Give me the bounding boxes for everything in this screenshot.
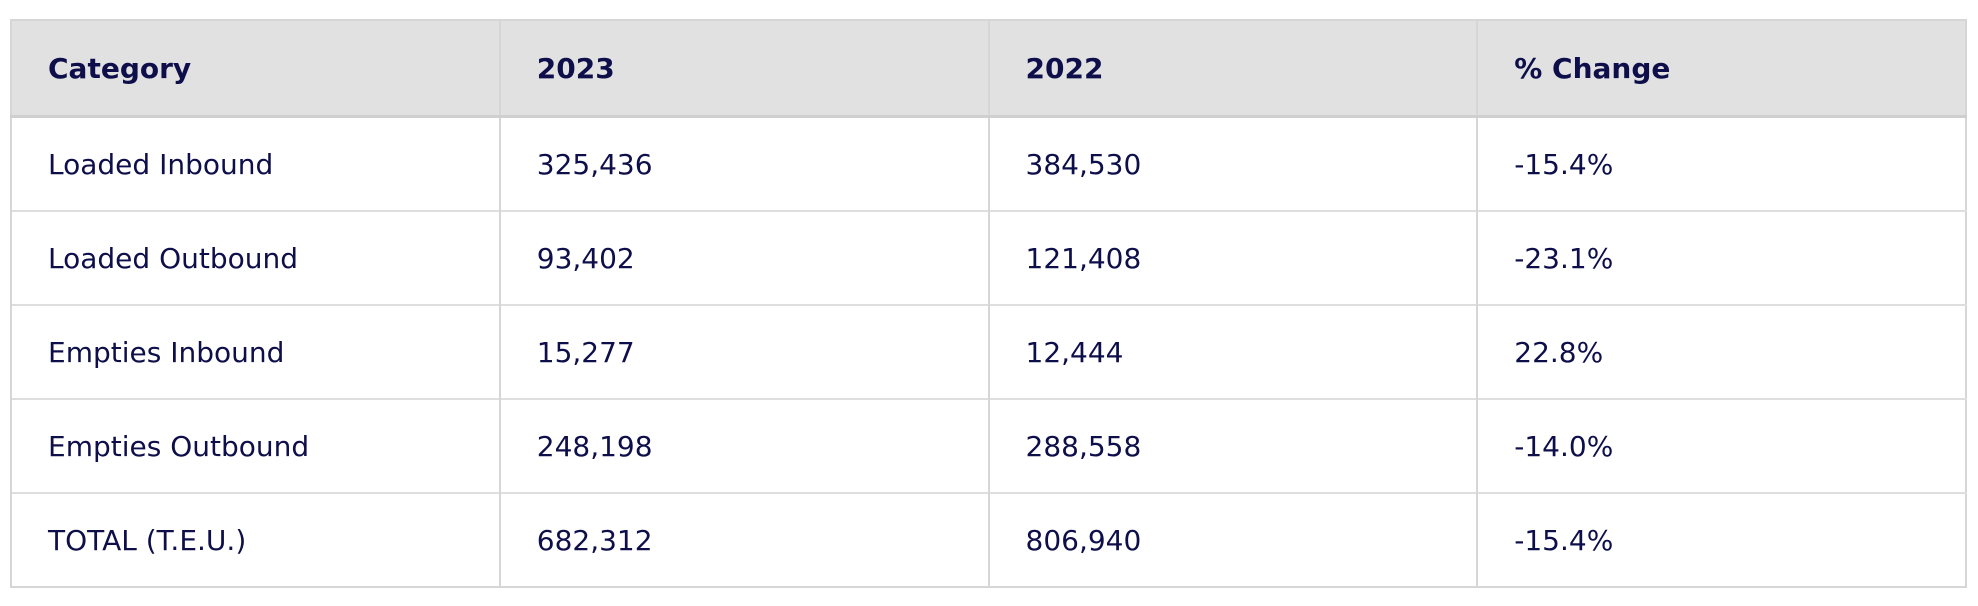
header-cell: 2022	[987, 20, 1478, 118]
table-cell: -14.0%	[1476, 398, 1966, 493]
table-cell: Loaded Inbound	[10, 115, 500, 211]
table-cell: 121,408	[987, 210, 1478, 305]
table-cell: 288,558	[987, 398, 1478, 493]
table-row: Empties Outbound 248,198 288,558 -14.0%	[10, 398, 1966, 493]
header-row: Category 2023 2022% Change	[10, 20, 1966, 118]
table-cell: 22.8%	[1476, 304, 1966, 399]
table-cell: 384,530	[987, 115, 1478, 211]
table-cell: Empties Outbound	[10, 398, 500, 493]
table-body: Loaded Inbound 325,436 384,530 -15.4% Loaded…	[10, 115, 1966, 587]
table-cell: 806,940	[987, 492, 1478, 587]
table-row: Empties Inbound 15,277 12,444 22.8%	[10, 304, 1966, 399]
table-cell: 248,198	[498, 398, 989, 493]
table-cell: Loaded Outbound	[10, 210, 500, 305]
table-head: Category 2023 2022% Change	[10, 20, 1966, 118]
table-row: Loaded Inbound 325,436 384,530 -15.4%	[10, 115, 1966, 211]
header-cell: Category	[10, 20, 500, 118]
header-cell: 2023	[498, 20, 989, 118]
table-row: TOTAL (T.E.U.) 682,312 806,940 -15.4%	[10, 492, 1966, 587]
table-cell: 93,402	[498, 210, 989, 305]
table-cell: 12,444	[987, 304, 1478, 399]
table-cell: 15,277	[498, 304, 989, 399]
table-cell: -23.1%	[1476, 210, 1966, 305]
table-cell: TOTAL (T.E.U.)	[10, 492, 500, 587]
data-table: Category 2023 2022% Change Loaded Inbound 3…	[10, 19, 1967, 588]
table-cell: -15.4%	[1476, 115, 1966, 211]
table-cell: 682,312	[498, 492, 989, 587]
table-cell: Empties Inbound	[10, 304, 500, 399]
header-cell: % Change	[1476, 20, 1966, 118]
table-row: Loaded Outbound 93,402 121,408 -23.1%	[10, 210, 1966, 305]
table-cell: 325,436	[498, 115, 989, 211]
table-cell: -15.4%	[1476, 492, 1966, 587]
